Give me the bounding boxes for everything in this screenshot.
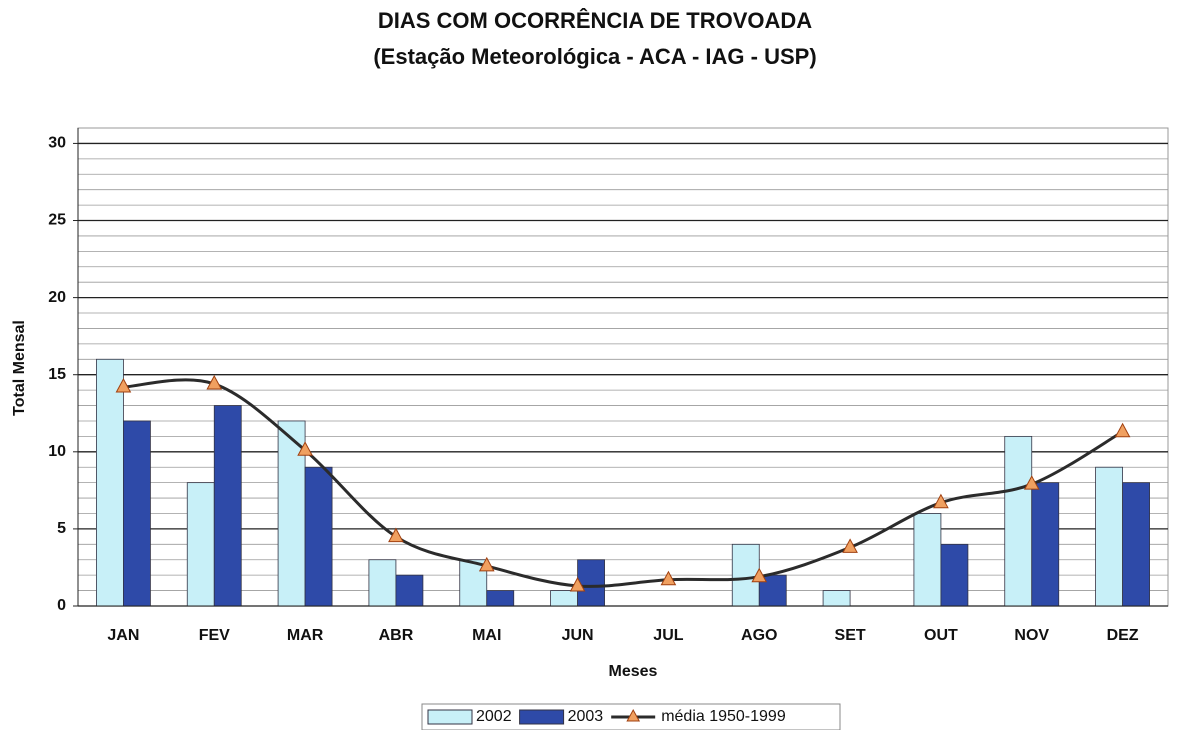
plot-area [77, 127, 1169, 607]
bar [96, 358, 124, 607]
bar [186, 482, 215, 607]
y-tick-label: 10 [48, 443, 66, 460]
y-tick-label: 15 [48, 366, 66, 383]
bar [940, 543, 969, 607]
bar [123, 420, 151, 607]
marker [388, 527, 404, 543]
chart-subtitle: (Estação Meteorológica - ACA - IAG - USP… [373, 44, 816, 69]
chart-title: DIAS COM OCORRÊNCIA DE TROVOADA [378, 8, 812, 33]
legend-label: 2002 [476, 708, 512, 725]
bar [577, 559, 605, 607]
marker [1114, 422, 1131, 438]
y-tick-label: 30 [48, 135, 66, 152]
x-tick-label: JUN [562, 627, 594, 644]
x-tick-label: MAI [472, 627, 501, 644]
bar [1004, 435, 1033, 607]
x-tick-label: NOV [1014, 627, 1049, 644]
marker [933, 493, 949, 509]
marker [660, 570, 677, 586]
y-tick-label: 25 [48, 212, 66, 229]
x-tick-label: OUT [924, 627, 958, 644]
marker [751, 567, 768, 583]
legend-swatch [427, 709, 473, 725]
marker [842, 538, 858, 553]
x-axis-label: Meses [609, 663, 658, 680]
marker [478, 556, 495, 572]
x-tick-label: AGO [741, 627, 777, 644]
x-tick-label: ABR [379, 627, 414, 644]
x-tick-label: DEZ [1107, 627, 1139, 644]
y-tick-label: 5 [57, 520, 66, 537]
y-tick-label: 20 [48, 289, 66, 306]
legend-label: média 1950-1999 [661, 708, 786, 725]
bar [731, 543, 760, 607]
x-tick-label: JAN [107, 627, 139, 644]
x-tick-label: JUL [653, 627, 683, 644]
y-tick-label: 0 [57, 597, 66, 614]
legend-marker [626, 708, 641, 722]
x-tick-label: SET [835, 627, 866, 644]
y-axis-label: Total Mensal [11, 320, 28, 416]
x-tick-label: MAR [287, 627, 324, 644]
bar [368, 559, 397, 607]
marker [569, 576, 586, 592]
bar [1122, 482, 1150, 607]
bar [213, 405, 242, 607]
marker [115, 377, 132, 393]
bar [1031, 482, 1060, 607]
legend-swatch [519, 709, 565, 725]
line [123, 378, 1124, 588]
bar [550, 590, 578, 607]
bar [1095, 466, 1123, 607]
bar [822, 590, 851, 607]
bar [913, 513, 942, 607]
marker [206, 374, 223, 390]
marker [1023, 475, 1040, 490]
marker [297, 441, 313, 456]
x-tick-label: FEV [199, 627, 230, 644]
bar [486, 590, 515, 607]
bar [304, 466, 333, 607]
bar [395, 574, 424, 607]
legend-label: 2003 [568, 708, 604, 725]
